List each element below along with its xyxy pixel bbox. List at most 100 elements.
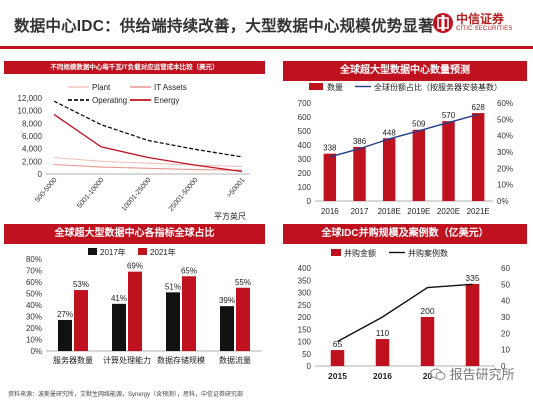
cost-chart-title: 不同规模数据中心每千瓦IT负载对应运营成本比较（美元） (4, 61, 265, 74)
watermark: 报告研究所 (430, 364, 515, 383)
data-label: 27% (57, 310, 73, 319)
bar-count-2020E (442, 121, 455, 201)
bar-ma-amount-2018 (465, 283, 480, 366)
y-tick-label: 20% (26, 324, 42, 333)
y2-tick-label: 20% (497, 164, 513, 173)
watermark-text: 报告研究所 (449, 367, 515, 382)
x-tick-label: 10001-25000 (121, 177, 153, 213)
y-tick-label: 200 (298, 313, 312, 322)
data-label: 335 (465, 273, 479, 283)
legend-label: 全球份额占比（按服务器安装基数） (374, 82, 502, 92)
x-tick-label: 服务器数量 (53, 355, 93, 365)
y-tick-label: 150 (298, 325, 312, 334)
bar-2021年 (74, 290, 88, 351)
citic-logo-icon (433, 13, 453, 33)
page-title: 数据中心IDC：供给端持续改善，大型数据中心规模优势显著 (14, 18, 434, 35)
bar-ma-amount-2017 (420, 317, 435, 366)
bar-2017年 (112, 303, 126, 351)
bar-count-2017 (353, 146, 366, 201)
y-tick-label: 0% (30, 347, 42, 356)
data-label: 200 (420, 306, 434, 316)
x-tick-label: 2016 (373, 371, 392, 381)
data-label: 448 (382, 128, 396, 137)
data-label: 110 (376, 328, 390, 338)
series-line-it-assets (53, 163, 243, 171)
legend-swatch (138, 248, 147, 255)
y-tick-label: 12,000 (18, 94, 43, 103)
cost-line-chart: 0 2,000 4,000 6,000 8,000 10,000 12,000 500-500… (18, 83, 250, 221)
source-note: 资料来源：波斯曼研究所，艾默生网络能源，Synergy（含预测），思科，中信证券… (8, 392, 244, 398)
legend-swatch (88, 248, 97, 255)
y-tick-label: 50% (26, 290, 42, 299)
x-tick-label: 计算处理能力 (103, 355, 151, 365)
y-tick-label: 250 (298, 301, 312, 310)
legend-label: IT Assets (154, 83, 187, 92)
data-label: 65 (333, 339, 343, 349)
x-tick-label: 数据存储规模 (157, 355, 205, 365)
y2-tick-label: 30% (497, 148, 513, 157)
x-tick-label: 5001-10000 (76, 177, 105, 210)
data-label: 509 (412, 120, 426, 129)
count-bar-chart: 0 100 200 300 400 500 600 700 0% 10% 20% 30% 40% 50% 6… (298, 82, 513, 216)
count-chart-title: 全球超大型数据中心数量预测 (283, 61, 527, 81)
data-label: 53% (73, 280, 89, 289)
data-label: 41% (111, 294, 127, 303)
y2-tick-label: 10% (497, 181, 513, 190)
y-tick-label: 10% (26, 336, 42, 345)
y-tick-label: 30% (26, 313, 42, 322)
x-tick-label: 20 (423, 371, 433, 381)
bar-count-2019E (412, 129, 426, 201)
bar-2017年 (58, 319, 72, 351)
data-label: 338 (323, 144, 337, 153)
y-tick-label: 60% (26, 278, 42, 287)
x-tick-label: 数据流量 (219, 355, 251, 365)
share-chart-title: 全球超大型数据中心各指标全球占比 (4, 224, 265, 244)
y2-tick-label: 0 (501, 362, 506, 371)
data-label: 69% (127, 262, 143, 271)
legend-label: 数量 (327, 82, 343, 92)
bar-count-2018E (382, 138, 396, 201)
legend-swatch (309, 83, 323, 90)
y2-tick-label: 30 (501, 313, 510, 322)
ma-chart-title: 全球IDC并购规模及案例数（亿美元） (283, 224, 527, 244)
bar-count-2016 (323, 153, 337, 201)
header-divider (0, 46, 533, 49)
y2-tick-label: 20 (501, 329, 510, 338)
y-tick-label: 300 (298, 289, 312, 298)
y-tick-label: 400 (298, 264, 312, 273)
y-tick-label: 70% (26, 267, 42, 276)
x-tick-label: 2016 (321, 207, 339, 216)
logo-name: 中信证券 (456, 12, 505, 26)
legend-swatch (331, 249, 341, 256)
wechat-icon (430, 368, 446, 381)
x-tick-label: 2021E (467, 207, 490, 216)
y-tick-label: 2,000 (22, 157, 43, 166)
series-line-plant (53, 156, 243, 167)
series-line-energy (53, 113, 243, 173)
ma-bar-chart: 0 50 100 150 200 250 300 350 400 0 10 20 30 40 50 60 65 2… (298, 248, 511, 381)
y-tick-label: 40% (26, 301, 42, 310)
y-tick-label: 10,000 (18, 107, 43, 116)
y2-tick-label: 10 (501, 346, 510, 355)
data-label: 55% (235, 278, 251, 287)
x-tick-label: 500-5000 (34, 177, 58, 204)
y-tick-label: 80% (26, 255, 42, 264)
x-tick-label: 2019E (407, 207, 430, 216)
share-bar-chart: 0% 10% 20% 30% 40% 50% 60% 70% 80% 27% 53% 服务器数量 41%… (26, 247, 262, 365)
y2-tick-label: 40 (501, 297, 510, 306)
legend-label: Energy (154, 96, 179, 105)
y2-tick-label: 60 (501, 264, 510, 273)
bar-count-2021E (471, 113, 485, 201)
y-tick-label: 500 (298, 127, 312, 136)
x-tick-label: 2018E (378, 207, 401, 216)
legend-label: 并购案例数 (408, 248, 448, 258)
y2-tick-label: 50 (501, 280, 510, 289)
y-tick-label: 8,000 (22, 119, 43, 128)
x-tick-label: 25001-50000 (168, 177, 200, 213)
y-tick-label: 300 (298, 155, 312, 164)
y2-tick-label: 60% (497, 99, 513, 108)
series-line-ma-count (337, 283, 473, 343)
legend-label: Operating (92, 96, 127, 105)
bar-2017年 (220, 306, 234, 351)
data-label: 570 (442, 111, 456, 120)
